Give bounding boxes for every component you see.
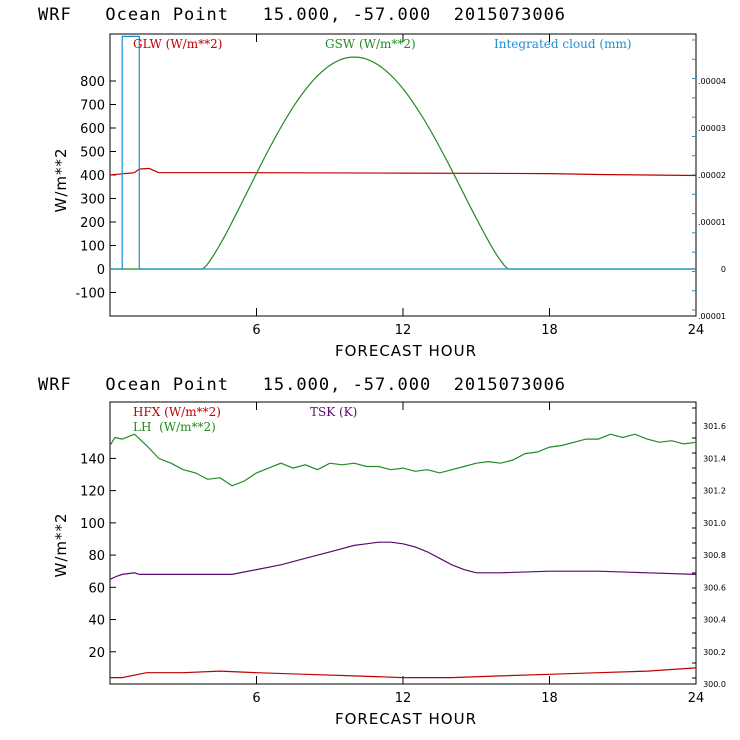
x-tick-label: 12 <box>395 323 412 338</box>
bottom-y-axis-label: W/m**2 <box>52 512 70 577</box>
y-tick-label: 500 <box>80 146 105 161</box>
bottom-legend-hfx: HFX (W/m**2) <box>133 405 221 419</box>
series-line-gsw <box>110 56 696 270</box>
top-legend-cloud: Integrated cloud (mm) <box>494 37 632 51</box>
bottom-chart: WRF Ocean Point 15.000, -57.000 20150730… <box>38 375 726 728</box>
y2-tick-label: .00004 <box>698 77 726 86</box>
y-tick-label: 60 <box>88 581 105 596</box>
series-line-tsk <box>109 541 697 580</box>
series-line-hfx <box>110 667 697 679</box>
bottom-chart-title: WRF Ocean Point 15.000, -57.000 20150730… <box>38 375 566 395</box>
x-tick-label: 18 <box>541 323 558 338</box>
x-tick-label: 24 <box>688 323 705 338</box>
y-tick-label: 300 <box>80 193 105 208</box>
top-chart-title: WRF Ocean Point 15.000, -57.000 20150730… <box>38 5 566 25</box>
y2-tick-label: .00002 <box>698 171 726 180</box>
bottom-chart-frame <box>109 401 697 685</box>
x-tick-label: 24 <box>688 691 705 706</box>
y-tick-label: 120 <box>80 485 105 500</box>
y-tick-label: 100 <box>80 240 105 255</box>
y2-tick-label: .00001 <box>698 218 726 227</box>
top-legend-gsw: GSW (W/m**2) <box>325 37 416 51</box>
y-tick-label: 40 <box>88 614 105 629</box>
top-legend-glw: GLW (W/m**2) <box>133 37 222 51</box>
series-line-lh <box>109 433 697 487</box>
y2-tick-label: 300.8 <box>703 551 726 560</box>
bottom-legend-tsk: TSK (K) <box>310 405 357 419</box>
y2-tick-label: 301.2 <box>703 487 726 496</box>
bottom-chart-ticks: 6 12 18 24 20 40 60 80 100 120 140 300.0 300.2 300.4 3… <box>80 402 726 706</box>
y-tick-label: 80 <box>88 549 105 564</box>
y2-tick-label: 301.0 <box>703 519 726 528</box>
y-tick-label: 100 <box>80 517 105 532</box>
y-tick-label: 800 <box>80 75 105 90</box>
y2-tick-label: 301.6 <box>703 422 726 431</box>
bottom-chart-series <box>109 433 697 679</box>
top-x-axis-label: FORECAST HOUR <box>335 342 477 360</box>
top-chart-ticks: 6 12 18 24 -100 0 100 200 300 400 500 600 700 800 .000… <box>75 34 726 338</box>
x-tick-label: 6 <box>252 691 260 706</box>
y2-tick-label: .00003 <box>698 124 726 133</box>
y2-tick-label: 0 <box>721 265 726 274</box>
y-tick-label: 140 <box>80 452 105 467</box>
y2-tick-label: 300.2 <box>703 648 726 657</box>
y-tick-label: 20 <box>88 646 105 661</box>
y-tick-label: 400 <box>80 169 105 184</box>
x-tick-label: 12 <box>395 691 412 706</box>
x-tick-label: 6 <box>252 323 260 338</box>
y-tick-label: 0 <box>97 263 105 278</box>
series-line-cloud <box>110 35 696 270</box>
series-line-glw <box>109 167 697 177</box>
y-tick-label: 200 <box>80 216 105 231</box>
y2-tick-label: 300.4 <box>703 616 726 625</box>
y-tick-label: 700 <box>80 99 105 114</box>
top-chart: WRF Ocean Point 15.000, -57.000 20150730… <box>38 5 726 360</box>
y-tick-label: -100 <box>75 287 105 302</box>
top-y-axis-label: W/m**2 <box>52 147 70 212</box>
bottom-x-axis-label: FORECAST HOUR <box>335 710 477 728</box>
y-tick-label: 600 <box>80 122 105 137</box>
y2-tick-label: 301.4 <box>703 454 726 463</box>
bottom-legend-lh: LH (W/m**2) <box>133 420 216 434</box>
top-chart-series <box>109 35 697 270</box>
x-tick-label: 18 <box>541 691 558 706</box>
y2-tick-label: 300.0 <box>703 680 726 689</box>
y2-tick-label: .00001 <box>698 312 726 321</box>
y2-tick-label: 300.6 <box>703 583 726 592</box>
